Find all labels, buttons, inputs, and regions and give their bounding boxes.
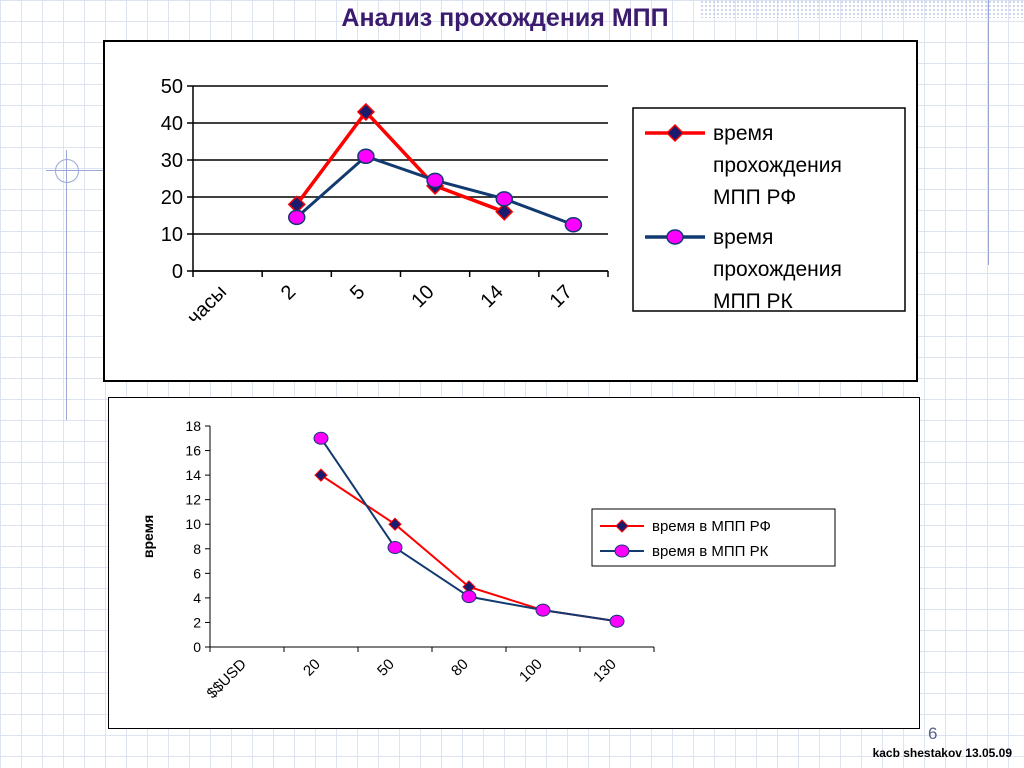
legend-marker-rf — [665, 123, 685, 143]
y-tick-label: 40 — [161, 113, 183, 135]
legend-label-rk: прохождения — [713, 258, 842, 281]
data-point-rk — [357, 148, 375, 165]
legend-label-rk: время в МПП РК — [652, 543, 769, 560]
data-point-rf — [495, 202, 514, 221]
data-point-rk — [313, 431, 329, 445]
chart-hours-svg: 0 10 20 30 40 50 часы 2 5 10 14 17 время прохождения М… — [161, 76, 906, 329]
data-point-rk — [495, 191, 513, 207]
data-point-rf — [356, 102, 375, 121]
x-tick-label: 130 — [590, 656, 620, 686]
legend-label-rf: время — [713, 122, 773, 145]
decorative-vertical-line-right — [988, 0, 989, 265]
legend-label-rk: МПП РК — [713, 290, 794, 313]
page-number: 6 — [928, 724, 938, 743]
y-tick-label: 4 — [193, 590, 201, 606]
series-line-rf — [295, 109, 505, 214]
data-point-rk — [426, 172, 444, 189]
legend-label-rf: МПП РФ — [713, 186, 796, 209]
x-tick-label: 80 — [448, 656, 472, 680]
legend-box — [632, 107, 906, 312]
data-point-rf — [388, 517, 402, 531]
x-tick-label: 50 — [374, 656, 398, 680]
x-tick-label: 100 — [516, 656, 546, 686]
y-tick-label: 12 — [185, 492, 201, 508]
data-point-rk — [564, 217, 583, 233]
y-tick-label: 10 — [161, 224, 183, 246]
decorative-dotted-band — [700, 0, 1024, 18]
data-point-rk — [535, 603, 551, 617]
x-tick-label: 17 — [546, 281, 577, 312]
y-tick-label: 0 — [193, 639, 201, 655]
legend-label-rf: время в МПП РФ — [652, 518, 771, 535]
x-tick-label: 10 — [407, 281, 438, 312]
legend-label-rk: время — [713, 226, 773, 249]
chart-usd-svg: 0 2 4 6 8 10 12 14 16 18 $$USD 20 50 80 100 130 время вре… — [140, 418, 836, 702]
data-point-rk — [288, 209, 306, 226]
x-tick-label: 5 — [346, 281, 369, 304]
x-tick-label: $$USD — [204, 656, 250, 702]
decorative-vertical-line-left — [66, 150, 67, 420]
y-axis-label: время — [140, 515, 156, 558]
y-tick-label: 6 — [193, 565, 201, 581]
x-tick-label: часы — [183, 281, 231, 329]
legend-marker-rf — [615, 519, 629, 533]
decorative-circle — [55, 159, 79, 183]
y-tick-label: 50 — [161, 76, 183, 98]
y-tick-label: 2 — [193, 614, 201, 630]
data-point-rk — [609, 614, 625, 628]
y-tick-label: 30 — [161, 150, 183, 172]
data-point-rk — [387, 541, 403, 555]
x-tick-label: 2 — [277, 281, 300, 304]
data-point-rk — [461, 590, 477, 604]
chart-panel-hours: 0 10 20 30 40 50 часы 2 5 10 14 17 время прохождения М… — [103, 40, 918, 382]
y-tick-label: 14 — [185, 467, 201, 483]
y-tick-label: 16 — [185, 443, 201, 459]
y-tick-label: 18 — [185, 418, 201, 434]
chart-panel-usd: 0 2 4 6 8 10 12 14 16 18 $$USD 20 50 80 100 130 время вре… — [108, 397, 920, 729]
legend-box — [591, 508, 836, 567]
x-tick-label: 14 — [476, 281, 507, 312]
slide-title: Анализ прохождения МПП — [341, 4, 669, 32]
footer-credit: kacb shestakov 13.05.09 — [872, 746, 1012, 760]
data-point-rf — [314, 468, 328, 482]
y-tick-label: 20 — [161, 187, 183, 209]
legend-label-rf: прохождения — [713, 154, 842, 177]
legend-marker-rk — [614, 544, 630, 558]
legend-marker-rk — [666, 229, 684, 245]
y-tick-label: 10 — [185, 516, 201, 532]
y-tick-label: 0 — [172, 261, 183, 283]
y-tick-label: 8 — [193, 541, 201, 557]
x-tick-label: 20 — [300, 656, 324, 680]
